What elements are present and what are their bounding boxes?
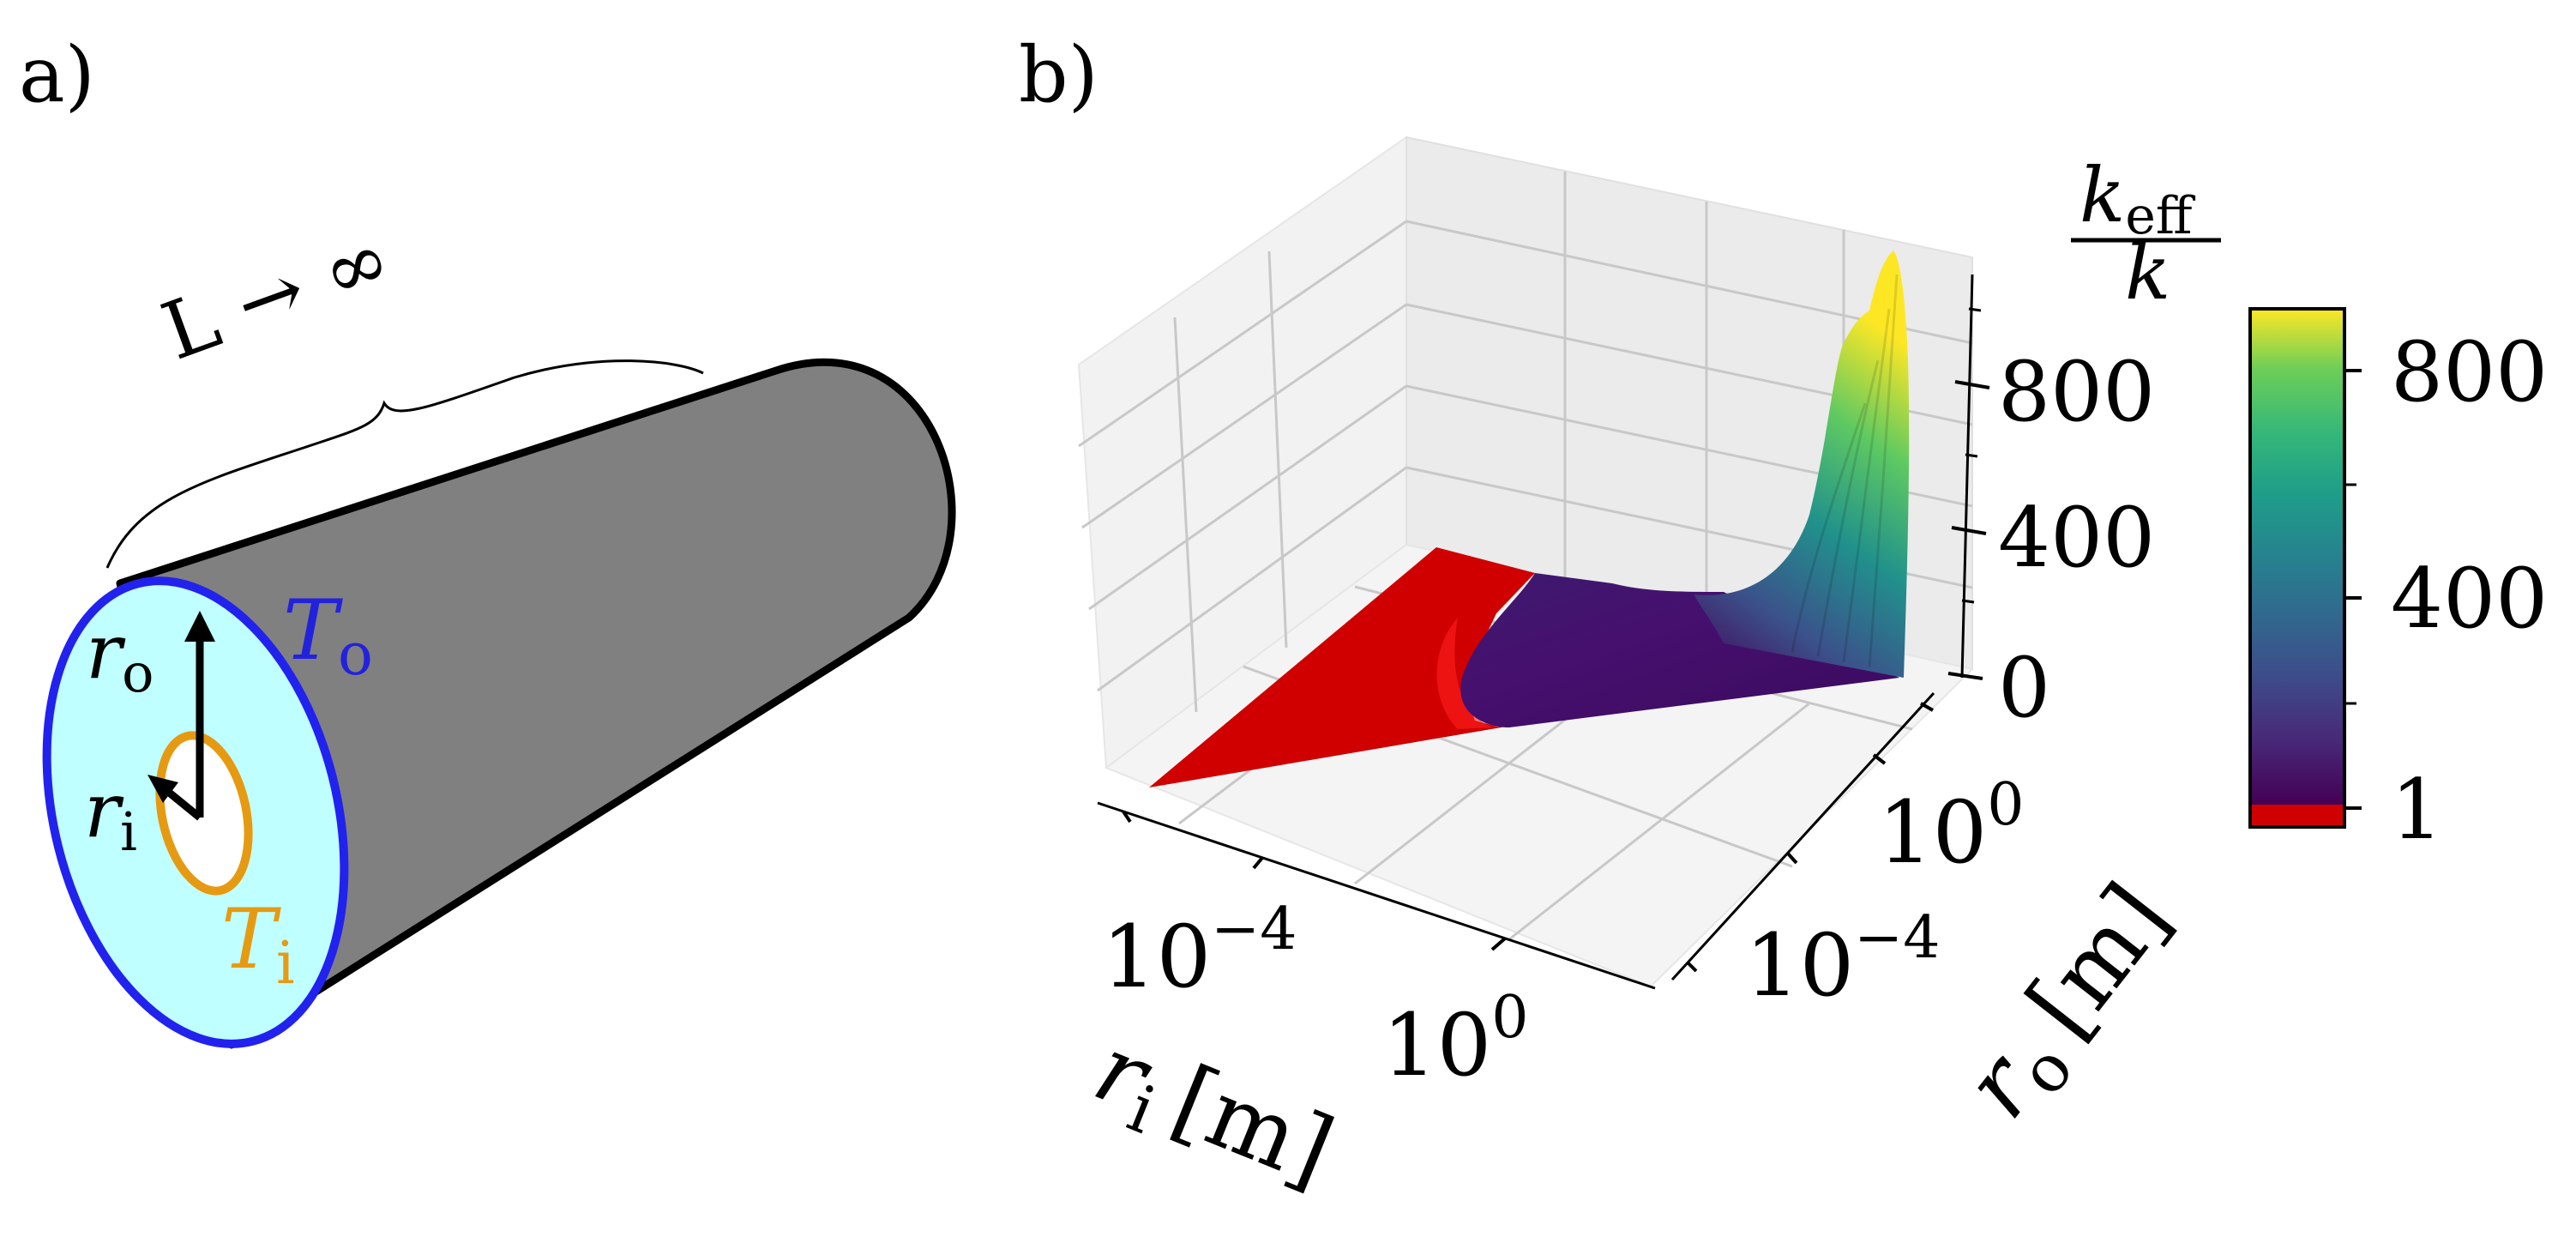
x-axis-line	[1097, 801, 1656, 990]
panel-a: a) L → ∞ ro ri To Ti	[19, 30, 956, 1049]
y-tick	[1872, 753, 1887, 765]
z-tick-label: 0	[1998, 640, 2050, 736]
y-tick	[1686, 961, 1698, 973]
y-tick-label: 100	[1878, 771, 2025, 883]
z-tick-minor	[1965, 453, 1978, 458]
panel-b-label: b)	[1019, 30, 1098, 120]
y-axis-line	[1670, 691, 1935, 981]
y-tick	[1920, 702, 1934, 712]
below-one-highlight	[1436, 618, 1492, 729]
panel-a-label: a)	[19, 30, 95, 120]
x-tick-label: 100	[1382, 984, 1529, 1095]
outer-temp-label: To	[283, 582, 373, 689]
colorbar: 800 400 1	[2248, 307, 2548, 858]
length-label: L → ∞	[151, 212, 402, 378]
svg-text:k: k	[2125, 228, 2170, 317]
panel-b: b)	[1019, 30, 2548, 1216]
z-tick-label: 400	[1998, 490, 2155, 586]
y-axis-label: ro[m]	[1944, 865, 2198, 1144]
z-tick-label: 800	[1998, 344, 2155, 440]
y-tick	[1786, 852, 1798, 865]
z-tick	[1951, 526, 1987, 535]
colorbar-gradient	[2250, 309, 2344, 805]
z-axis-label: keff k	[2071, 151, 2221, 317]
z-tick	[1954, 380, 1990, 389]
inner-radius-label: ri	[84, 766, 137, 863]
colorbar-tick-label: 400	[2391, 551, 2548, 647]
z-tick-minor	[1968, 307, 1982, 312]
colorbar-below-one	[2250, 805, 2344, 827]
surface-sheet	[1460, 573, 1899, 727]
surface-contours	[1791, 274, 1899, 668]
x-tick	[1122, 810, 1132, 824]
x-tick	[1490, 937, 1507, 951]
x-axis-label: ri[m]	[1077, 1015, 1347, 1216]
inner-ring	[155, 731, 253, 896]
outer-radius-arrowhead	[184, 611, 215, 642]
below-one-region	[1149, 547, 1535, 787]
inner-radius-arrowhead	[147, 775, 178, 803]
length-brace	[105, 359, 704, 569]
z-tick-minor	[1961, 599, 1975, 604]
inner-temp-label: Ti	[221, 891, 295, 998]
z-axis-line	[1960, 274, 1974, 679]
outer-radius-label: ro	[86, 607, 153, 704]
x-tick	[1252, 856, 1264, 870]
colorbar-tick-label: 1	[2391, 762, 2443, 858]
colorbar-frame	[2248, 307, 2346, 829]
svg-text:keff: keff	[2079, 151, 2196, 246]
colorbar-tick-label: 800	[2391, 324, 2548, 420]
x-tick-label: 10−4	[1102, 896, 1297, 1007]
z-tick	[1947, 672, 1983, 680]
surface-peak	[1694, 250, 1910, 678]
y-tick-label: 10−4	[1745, 904, 1941, 1016]
